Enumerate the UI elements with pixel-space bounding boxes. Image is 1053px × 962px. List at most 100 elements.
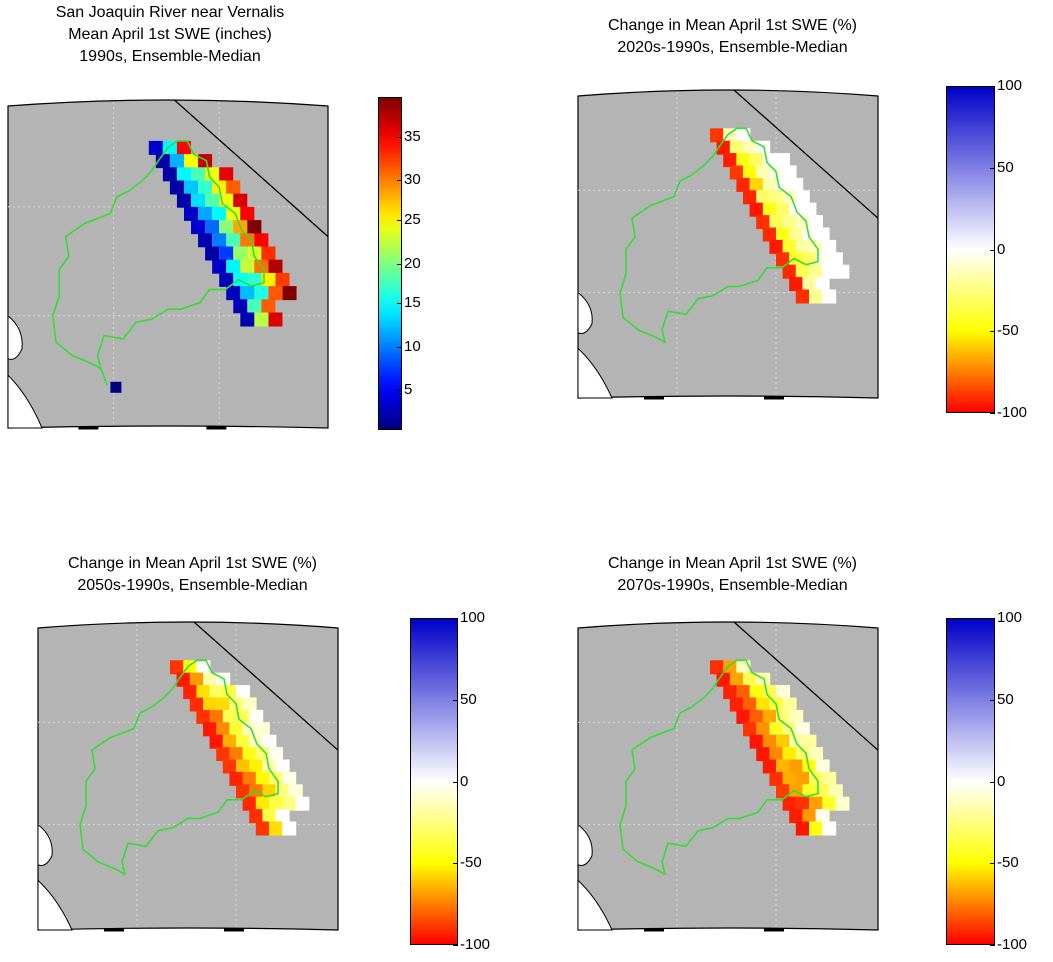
grid-cell (710, 660, 724, 675)
grid-cell (240, 312, 255, 327)
grid-cell (236, 759, 250, 774)
grid-cell (282, 286, 297, 301)
grid-cell (254, 286, 269, 301)
colorbar-tick-mark (397, 136, 402, 138)
title-line-3: 1990s, Ensemble-Median (79, 48, 261, 65)
grid-cell (776, 202, 790, 217)
colorbar-tick-mark (397, 346, 402, 348)
colorbar-tick-mark (990, 699, 995, 701)
grid-cell (809, 264, 823, 279)
grid-cell (756, 215, 771, 230)
grid-cell (184, 180, 198, 195)
grid-cell (240, 286, 255, 301)
title-line-1: San Joaquin River near Vernalis (55, 4, 285, 21)
grid-cell (240, 206, 255, 221)
grid-cell (249, 709, 264, 724)
grid-cell (176, 167, 191, 182)
colorbar-tick-label: 30 (404, 171, 421, 189)
grid-cell (789, 177, 804, 192)
panel-title: Change in Mean April 1st SWE (%) 2070s-1… (555, 553, 910, 597)
grid-cell (229, 722, 244, 737)
colorbar-tick-label: 10 (404, 337, 421, 355)
colorbar-tick-label: 5 (404, 381, 413, 399)
grid-cell (226, 286, 241, 301)
grid-cell (822, 771, 837, 786)
grid-cell (254, 233, 269, 248)
grid-cell (255, 771, 270, 786)
grid-cell (212, 233, 227, 248)
grid-cell (769, 771, 784, 786)
grid-cell (268, 259, 283, 274)
grid-cell (802, 277, 817, 292)
coastline-ocean (577, 347, 613, 399)
map-plot (577, 621, 879, 932)
colorbar-tick-label: 50 (997, 158, 1014, 176)
colorbar-tick-mark (990, 331, 995, 333)
grid-cell (736, 153, 751, 168)
grid-cell (240, 259, 255, 274)
colorbar (410, 618, 458, 945)
grid-cell (736, 660, 751, 675)
title-line-2: Mean April 1st SWE (inches) (68, 26, 272, 43)
grid-cell (242, 796, 257, 811)
grid-cell (242, 771, 257, 786)
grid-cell (756, 140, 771, 155)
grid-cell (743, 165, 757, 180)
grid-cell (776, 252, 790, 267)
grid-cell (743, 190, 757, 205)
grid-cell (216, 747, 231, 762)
grid-cell (203, 697, 217, 712)
grid-cell (240, 233, 255, 248)
grid-cell (275, 784, 290, 799)
colorbar-tick-label: 20 (404, 254, 421, 272)
grid-cell (209, 709, 224, 724)
grid-cell (169, 180, 184, 195)
grid-cell (809, 215, 823, 230)
colorbar (946, 86, 995, 413)
grid-cell (795, 264, 810, 279)
grid-cell (269, 821, 283, 836)
grid-cell (242, 697, 257, 712)
grid-cell (247, 220, 262, 235)
colorbar-tick-label: -100 (460, 936, 491, 953)
colorbar-tick-label: -100 (997, 404, 1028, 421)
grid-cell (782, 771, 797, 786)
state-boundary-line (733, 89, 879, 219)
colorbar-tick-mark (397, 390, 402, 392)
colorbar-tick-label: -50 (997, 322, 1019, 340)
grid-cell (815, 784, 830, 799)
state-boundary-line (173, 99, 329, 238)
map-plot (37, 621, 339, 932)
grid-cell (723, 685, 738, 700)
grid-cell (789, 709, 804, 724)
grid-cell (268, 286, 283, 301)
grid-cell (749, 153, 764, 168)
coastline-bay (577, 291, 593, 334)
grid-cell (729, 672, 744, 687)
grid-cell (205, 220, 220, 235)
grid-cell (822, 289, 837, 304)
grid-cell (802, 734, 817, 749)
grid-cell (262, 809, 277, 824)
grid-cell (209, 734, 224, 749)
grid-cell (749, 177, 764, 192)
grid-cell (802, 809, 817, 824)
grid-cell (191, 167, 206, 182)
grid-cell (736, 685, 751, 700)
coastline-bay (7, 314, 23, 360)
colorbar-tick-mark (453, 945, 458, 946)
map-frame (37, 621, 339, 931)
grid-cell (782, 264, 797, 279)
grid-cell (216, 672, 231, 687)
colorbar-tick-label: -100 (997, 936, 1028, 953)
grid-cell (212, 206, 227, 221)
grid-cell (782, 215, 797, 230)
grid-cell (236, 685, 250, 700)
grid-cell (776, 784, 790, 799)
grid-cell (233, 246, 248, 261)
grid-cell (789, 809, 804, 824)
grid-cell (176, 140, 191, 155)
grid-cell (723, 153, 738, 168)
colorbar-tick-label: -50 (997, 854, 1019, 872)
basin-outline (51, 140, 265, 370)
